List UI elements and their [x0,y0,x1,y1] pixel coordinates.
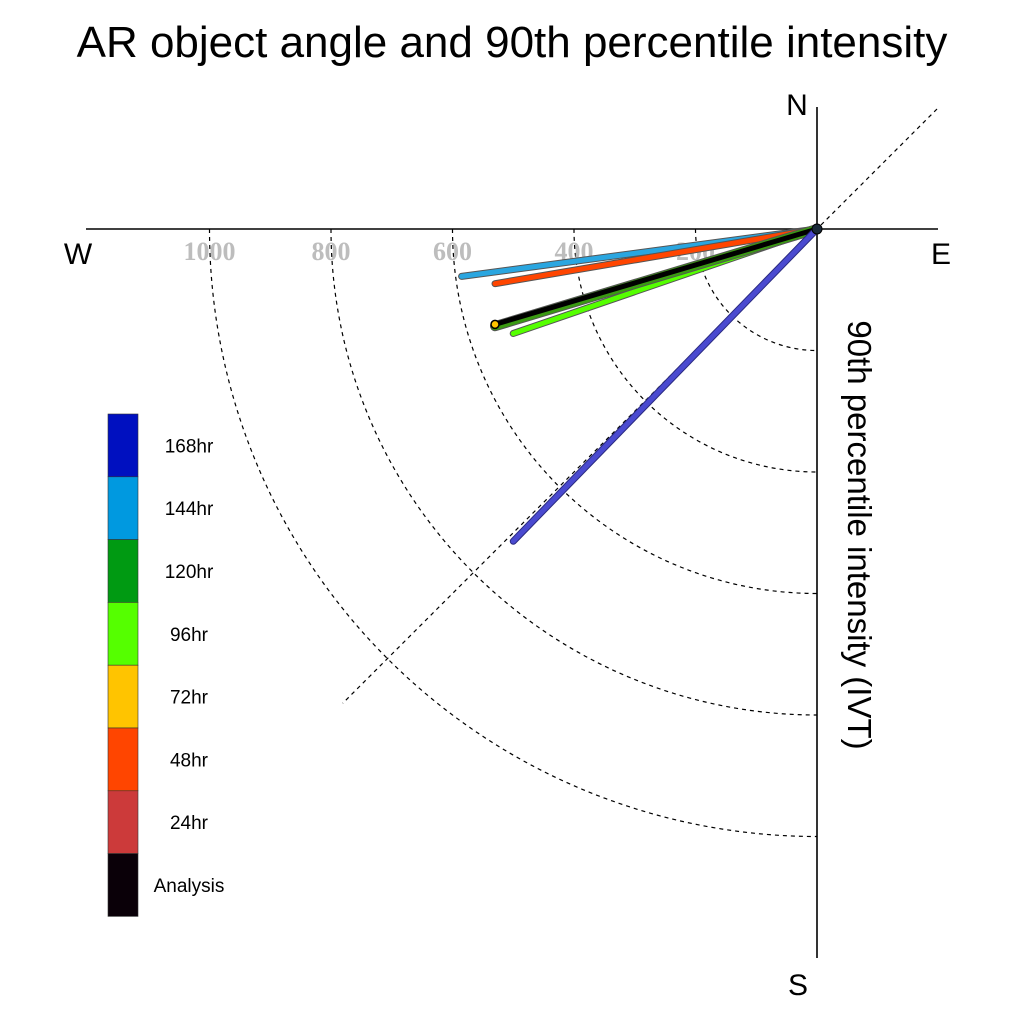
series-endpoint-marker [490,319,500,330]
legend-label-120hr: 120hr [165,562,214,583]
legend-swatch-analysis [107,853,139,917]
y-axis-label: 90th percentile intensity (IVT) [841,320,878,749]
legend-swatch-72hr [107,664,139,729]
radial-tick-label: 1000 [184,237,236,266]
legend-label-72hr: 72hr [170,688,209,709]
series-line-168hr [510,226,820,544]
legend-swatch-120hr [107,539,139,603]
legend-swatch-96hr [107,602,139,666]
radial-tick-label: 800 [312,237,351,266]
legend-label-24hr: 24hr [170,813,209,834]
legend-label-168hr: 168hr [165,436,214,457]
legend-swatch-24hr [107,790,139,854]
legend-swatch-144hr [107,476,139,540]
compass-east: E [931,238,951,271]
range-ring-1000 [208,228,818,838]
compass-south: S [788,969,808,1002]
legend: 168hr 144hr 120hr 96hr 72hr 48hr 24hr Analysis [107,413,225,917]
compass-west: W [64,238,93,271]
legend-swatch-48hr [107,727,139,792]
series-line-analysis [493,227,819,326]
legend-label-48hr: 48hr [170,750,209,771]
range-ring-200 [694,228,818,352]
grid-layer [208,108,938,838]
legend-label-144hr: 144hr [165,499,214,520]
legend-swatch-168hr [107,413,139,478]
chart-title: AR object angle and 90th percentile inte… [77,18,948,67]
radial-tick-label: 600 [433,237,472,266]
series-line-48hr [492,226,820,287]
series-layer [458,223,823,545]
compass-north: N [786,89,808,122]
legend-label-96hr: 96hr [170,625,209,646]
range-ring-800 [330,228,818,716]
legend-label-analysis: Analysis [154,876,225,897]
origin-point [811,223,823,235]
